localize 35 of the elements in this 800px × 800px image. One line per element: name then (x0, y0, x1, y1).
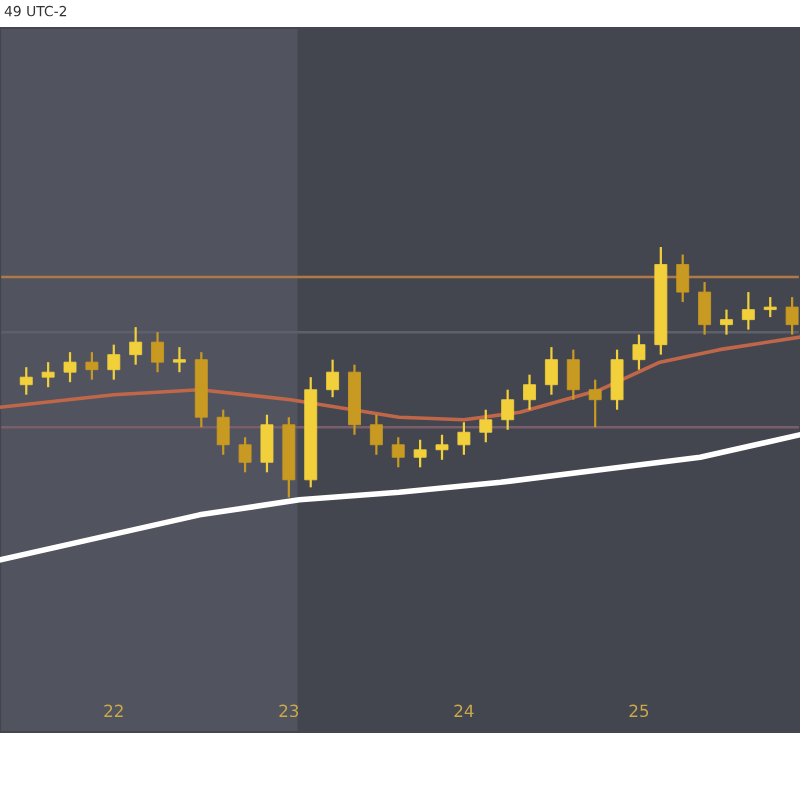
candlestick (501, 388, 515, 431)
candlestick (172, 346, 186, 374)
x-tick-label: 24 (454, 704, 474, 717)
candlestick (41, 361, 55, 389)
candlestick (785, 295, 799, 336)
candlestick (741, 290, 755, 331)
candlestick (369, 413, 383, 456)
candlestick (435, 433, 449, 461)
candlestick (479, 408, 493, 444)
candlestick (326, 358, 340, 399)
candlestick (129, 326, 143, 366)
candlestick (544, 346, 558, 396)
candlestick (566, 348, 580, 401)
candlestick (763, 295, 777, 319)
candlestick (632, 333, 646, 371)
x-tick-label: 25 (629, 704, 649, 718)
candlestick (610, 348, 624, 411)
candlestick (63, 351, 77, 384)
candlestick (216, 408, 230, 456)
candlestick (588, 378, 602, 429)
candlestick (260, 413, 274, 474)
candlestick (523, 373, 536, 411)
candlestick (151, 331, 164, 374)
x-tick-label: 23 (279, 704, 299, 718)
candlestick (698, 280, 712, 336)
x-tick-label: 22 (104, 704, 123, 717)
candlestick (107, 343, 121, 381)
candlestick (391, 436, 405, 469)
candlestick (238, 436, 252, 474)
candlestick (457, 421, 471, 456)
candlestick (676, 253, 690, 304)
candlestick (720, 308, 733, 336)
candlestick (19, 366, 33, 396)
candlestick (413, 438, 427, 469)
candlestick (85, 351, 99, 381)
